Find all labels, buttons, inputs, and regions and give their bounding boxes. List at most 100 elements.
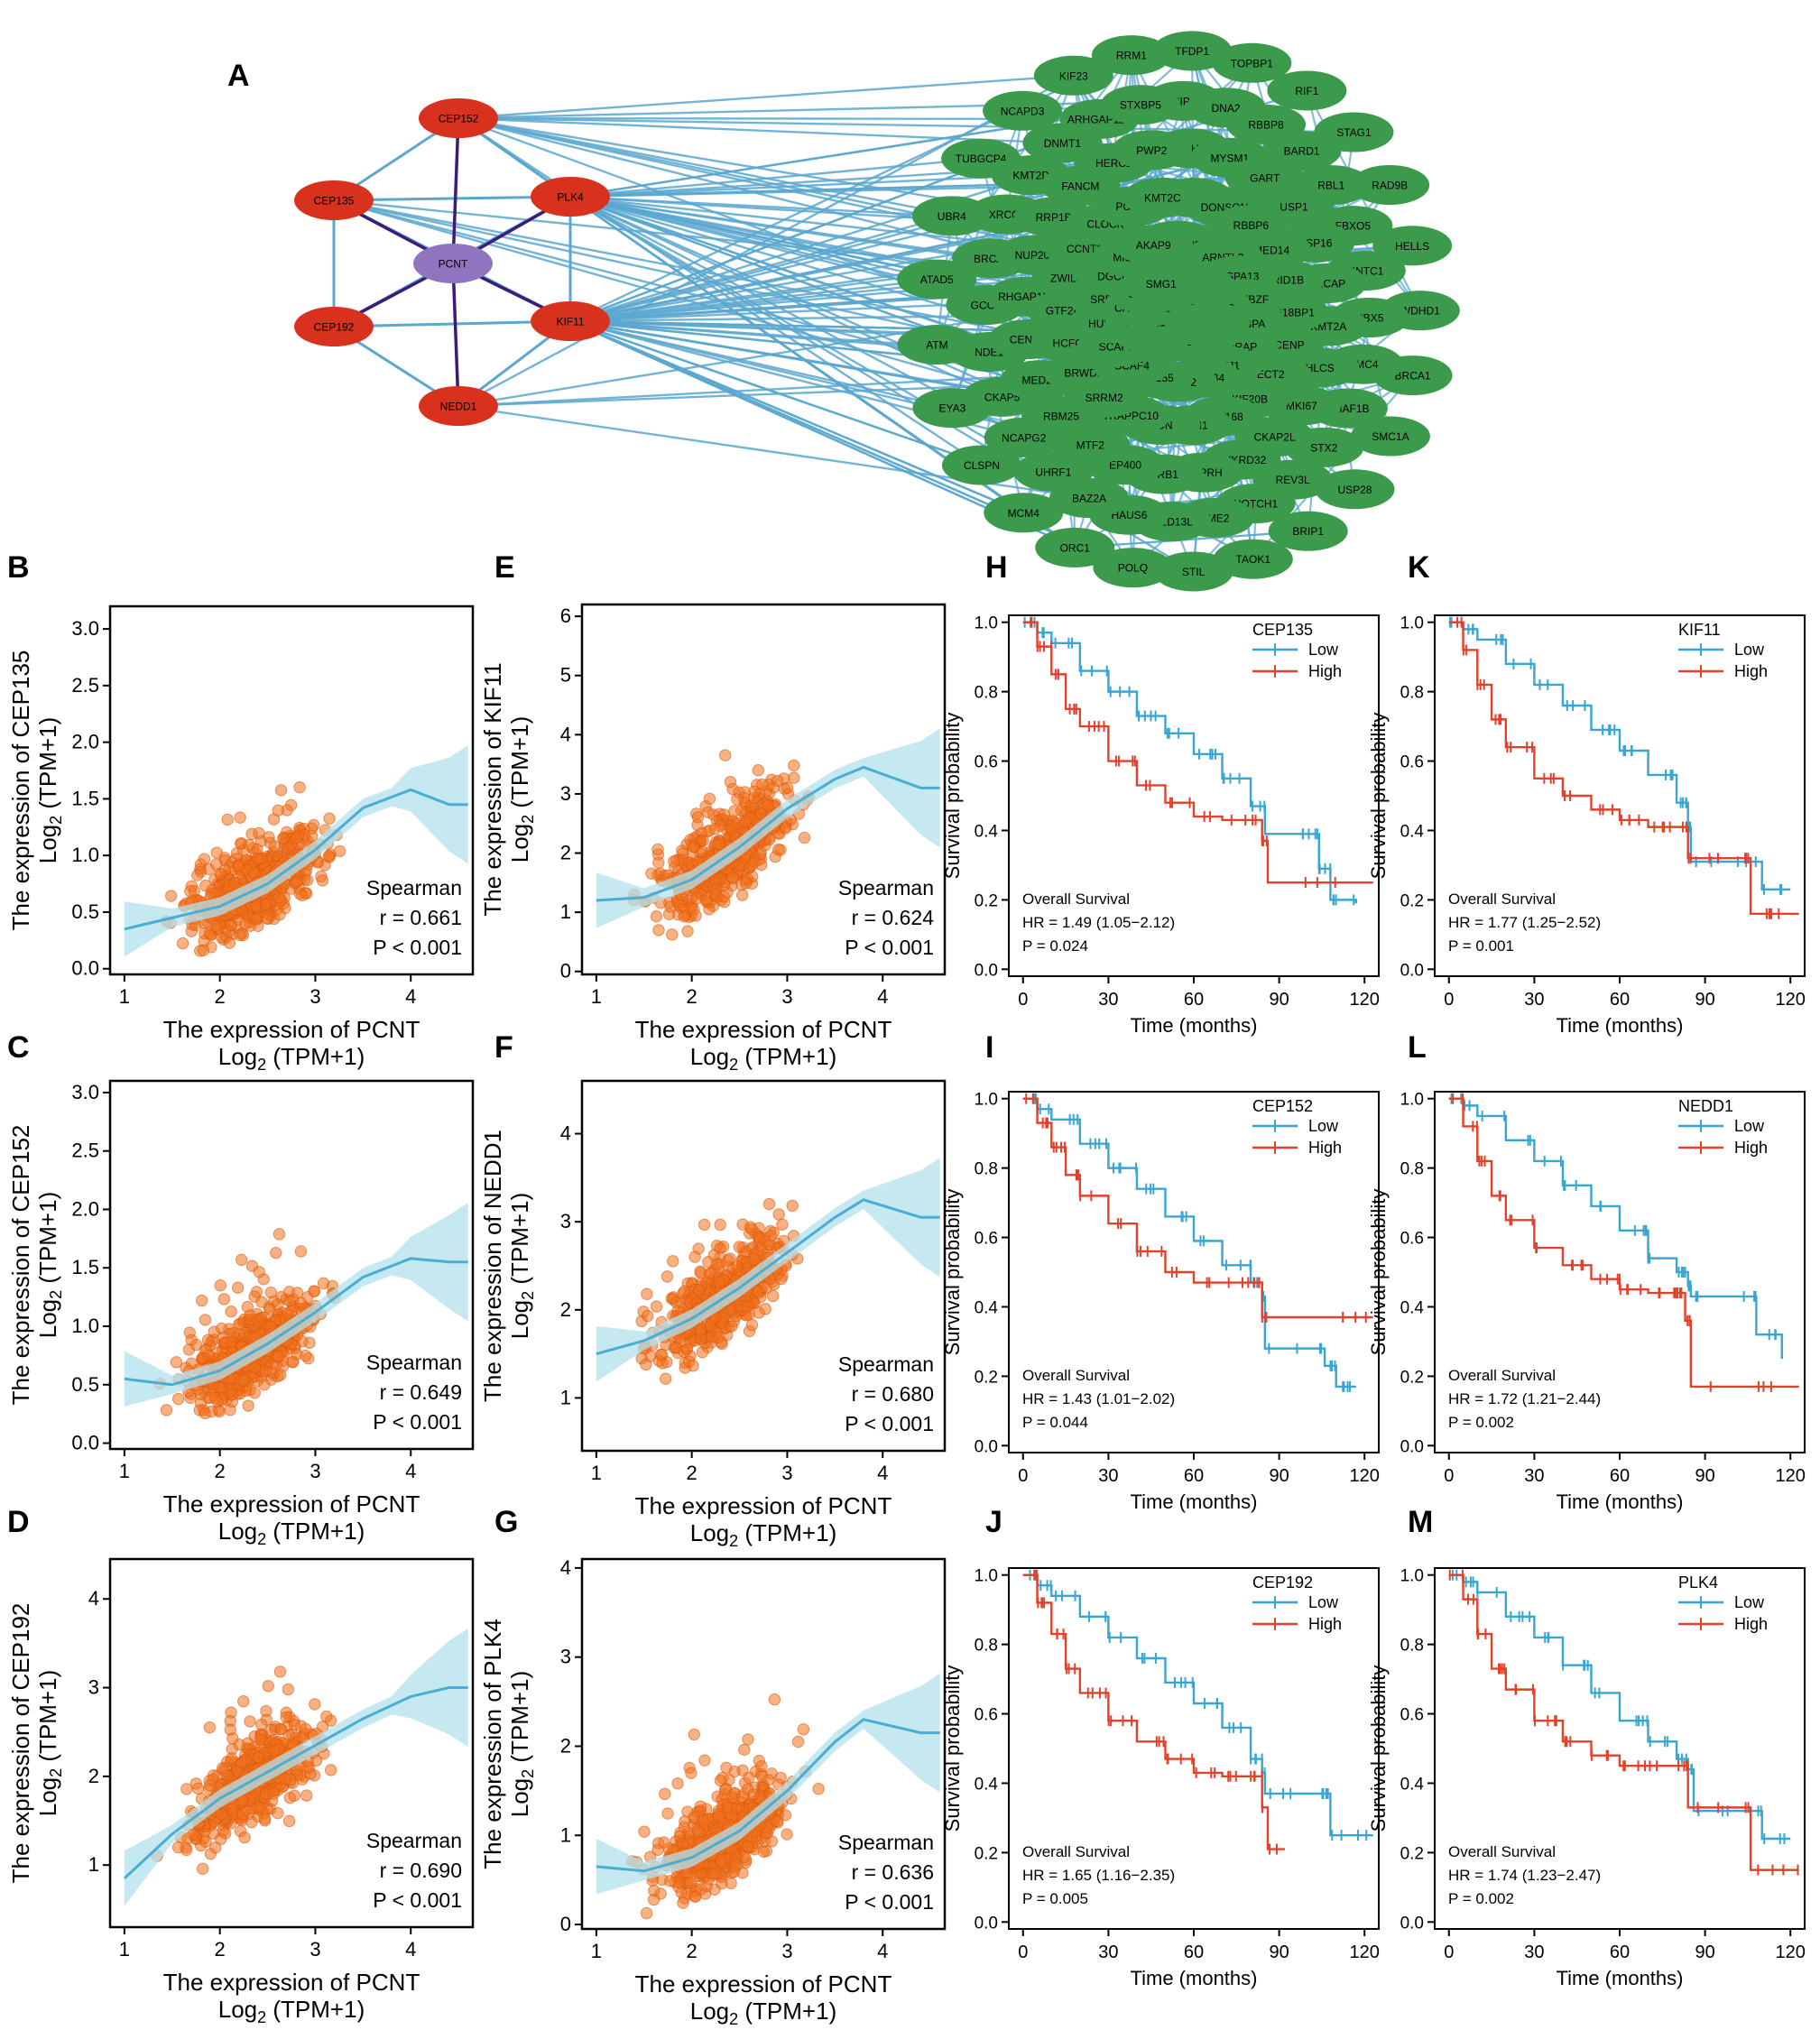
x-axis-label: The expression of PCNT <box>635 1492 892 1519</box>
unit: (TPM+1) <box>266 1043 365 1070</box>
scatter-point <box>323 812 336 825</box>
y-tick-label: 0.0 <box>1400 1914 1424 1933</box>
scatter-point <box>199 1407 212 1420</box>
scatter-point <box>294 1245 308 1258</box>
scatter-point <box>676 844 688 857</box>
y-tick-label: 2 <box>560 1734 571 1757</box>
scatter-point <box>739 815 753 828</box>
y-tick-label: 0.4 <box>1400 822 1425 841</box>
scatter-point <box>641 1287 653 1300</box>
scatter-point <box>274 784 288 797</box>
x-tick-label: 30 <box>1524 990 1544 1010</box>
pcnt-edge <box>451 117 460 264</box>
scatter-point <box>642 1309 654 1323</box>
stat-r: r = 0.661 <box>380 906 462 929</box>
x-tick-label: 120 <box>1776 1942 1806 1962</box>
gene-node <box>1267 70 1347 111</box>
x-axis-label: The expression of PCNT <box>163 1016 420 1043</box>
unit: (TPM+1) <box>266 1996 365 2023</box>
scatter-point <box>236 1808 250 1821</box>
gene-node-label: ATM <box>926 339 947 352</box>
x-tick-label: 90 <box>1269 1942 1289 1962</box>
gene-node-label: UBR4 <box>938 210 966 223</box>
scatter-point <box>296 1334 309 1348</box>
gene-node-label: TAOK1 <box>1236 553 1271 566</box>
y-tick-label: 2.5 <box>71 674 99 697</box>
survival-panel-h: H 0 30 60 90 120 0.0 0.2 0.4 0.6 0.8 1.0 Time (month… <box>941 550 1380 1037</box>
y-tick-label: 2 <box>560 1298 571 1321</box>
y-tick-label: 0.6 <box>1400 753 1424 772</box>
y-axis-label-group: Survival probability <box>1367 713 1390 880</box>
scatter-point <box>199 1835 212 1848</box>
hazard-ratio: HR = 1.74 (1.23−2.47) <box>1448 1867 1601 1884</box>
scatter-point <box>748 1253 762 1266</box>
scatter-point <box>741 1300 754 1313</box>
hub-gene-node-label: PLK4 <box>557 191 584 204</box>
unit: (TPM+1) <box>506 1193 533 1291</box>
gene-node-label: KIF23 <box>1059 69 1088 82</box>
y-axis-label-group: The expression of CEP192 Log2 (TPM+1) <box>7 1603 65 1884</box>
scatter-point <box>225 1306 237 1318</box>
gene-node <box>1113 225 1194 265</box>
scatter-point <box>703 824 716 837</box>
scatter-point <box>786 1199 799 1213</box>
y-tick-label: 0.2 <box>975 1368 998 1387</box>
survival-panel-l: L 0 30 60 90 120 0.0 0.2 0.4 0.6 0.8 1.0 Time (month… <box>1367 1030 1806 1513</box>
stat-p: P < 0.001 <box>373 1410 462 1434</box>
hub-gene-node <box>294 307 374 346</box>
scatter-point <box>671 1777 684 1790</box>
legend-label: Low <box>1308 641 1339 659</box>
scatter-point <box>191 869 204 881</box>
scatter-point <box>196 1862 209 1876</box>
legend-label: High <box>1308 662 1342 680</box>
scatter-point <box>812 1783 825 1795</box>
gene-node-label: GART <box>1250 171 1280 184</box>
scatter-point <box>742 1733 754 1746</box>
scatter-point <box>165 890 178 902</box>
scatter-point <box>255 1718 268 1731</box>
x-axis-label: The expression of PCNT <box>635 1016 892 1043</box>
gene-node-label: MTF2 <box>1076 439 1105 452</box>
hub-gene-node <box>419 386 498 426</box>
y-tick-label: 0.2 <box>1400 1844 1424 1863</box>
y-axis-label-group: Survival probability <box>1367 1189 1390 1356</box>
unit: (TPM+1) <box>266 1518 365 1545</box>
scatter-point <box>733 1241 746 1253</box>
subscript: 2 <box>47 816 65 825</box>
scatter-point <box>291 1287 304 1299</box>
y-tick-label: 0.8 <box>1400 1637 1424 1656</box>
hub-gene-node-label: CEP135 <box>314 195 355 208</box>
gene-node <box>1212 42 1292 83</box>
scatter-point <box>226 1335 238 1349</box>
scatter-point <box>261 912 273 925</box>
stat-p: P < 0.001 <box>373 1888 462 1912</box>
gene-node-label: EYA3 <box>938 402 965 415</box>
y-tick-label: 0.6 <box>1400 1706 1424 1725</box>
y-tick-label: 4 <box>88 1587 99 1610</box>
scatter-point <box>171 1841 185 1854</box>
scatter-point <box>682 1355 696 1368</box>
gene-node-label: EP400 <box>1109 459 1141 472</box>
legend-label: High <box>1734 1615 1768 1633</box>
scatter-point <box>781 1828 793 1841</box>
scatter-point <box>776 1218 789 1231</box>
y-tick-label: 1.0 <box>71 1315 99 1337</box>
scatter-point <box>308 818 320 832</box>
scatter-panel-b: B 1 2 3 4 0.0 0.5 1.0 1.5 2.0 2.5 3.0 Spearman r = 0.… <box>7 550 475 1074</box>
survival-panel-i: I 0 30 60 90 120 0.0 0.2 0.4 0.6 0.8 1.0 Time (month… <box>941 1030 1380 1513</box>
network-nodes: TFDP1 TOPBP1 RIF1 STAG1 RAD9B HELLS WDHD1 BRCA1… <box>294 31 1460 592</box>
y-tick-label: 1.0 <box>1400 614 1424 633</box>
gene-node <box>1350 165 1430 206</box>
gene-node <box>1268 511 1348 551</box>
scatter-point <box>660 1372 672 1385</box>
legend-label: Low <box>1734 1593 1765 1611</box>
gene-node-label: ECT2 <box>1257 368 1285 381</box>
gene-node <box>941 445 1021 485</box>
scatter-point <box>282 1683 294 1696</box>
scatter-point <box>666 928 679 941</box>
survival-curve-low <box>1448 1097 1783 1360</box>
scatter-point <box>251 1314 264 1327</box>
stat-p: P < 0.001 <box>373 936 462 959</box>
y-axis-label-group: The expression of PLK4 Log2 (TPM+1) <box>479 1619 537 1869</box>
scatter-point <box>638 1825 651 1838</box>
